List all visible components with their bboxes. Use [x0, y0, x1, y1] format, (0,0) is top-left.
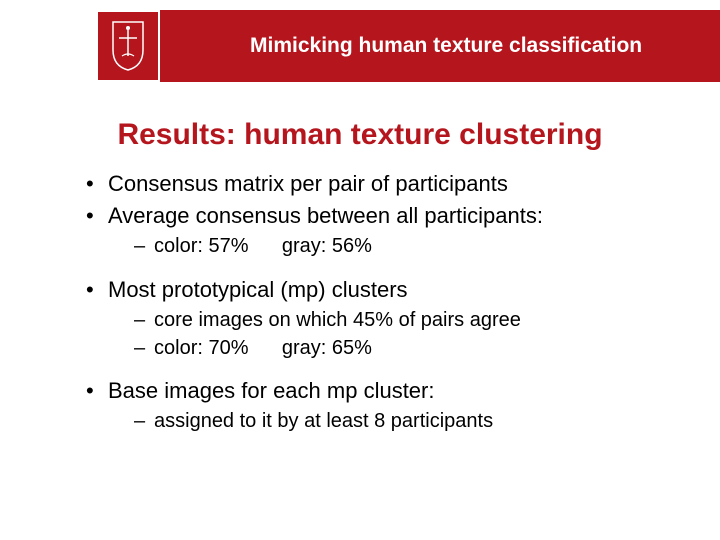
sub-list: core images on which 45% of pairs agree … — [108, 308, 638, 361]
sub-list: assigned to it by at least 8 participant… — [108, 409, 638, 435]
list-item: Average consensus between all participan… — [82, 202, 638, 260]
slide-title: Results: human texture clustering — [0, 118, 720, 152]
bullet-text: Consensus matrix per pair of participant… — [108, 171, 508, 196]
content-area: Consensus matrix per pair of participant… — [0, 170, 720, 435]
list-item: assigned to it by at least 8 participant… — [132, 409, 638, 435]
bullet-list: Consensus matrix per pair of participant… — [82, 170, 638, 435]
sub-list: color: 57% gray: 56% — [108, 234, 638, 260]
list-item: Base images for each mp cluster: assigne… — [82, 377, 638, 435]
list-item: core images on which 45% of pairs agree — [132, 308, 638, 334]
bullet-text: Base images for each mp cluster: — [108, 378, 434, 403]
bullet-text: Average consensus between all participan… — [108, 203, 543, 228]
list-item: Consensus matrix per pair of participant… — [82, 170, 638, 198]
header: Mimicking human texture classification — [0, 0, 720, 82]
logo-box — [96, 10, 160, 82]
shield-logo-icon — [109, 20, 147, 72]
bullet-text: assigned to it by at least 8 participant… — [154, 410, 493, 432]
bullet-text: color: 57% gray: 56% — [154, 235, 372, 257]
title-bar: Mimicking human texture classification — [160, 10, 720, 82]
bullet-text: color: 70% gray: 65% — [154, 337, 372, 359]
list-item: color: 57% gray: 56% — [132, 234, 638, 260]
list-item: Most prototypical (mp) clusters core ima… — [82, 276, 638, 361]
header-title: Mimicking human texture classification — [250, 34, 642, 58]
bullet-text: core images on which 45% of pairs agree — [154, 309, 521, 331]
list-item: color: 70% gray: 65% — [132, 336, 638, 362]
bullet-text: Most prototypical (mp) clusters — [108, 277, 408, 302]
